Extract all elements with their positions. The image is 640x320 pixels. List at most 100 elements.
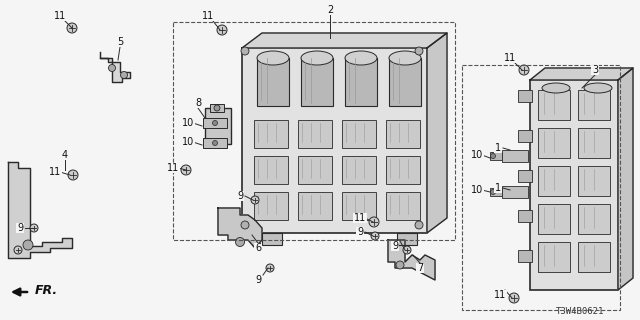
Bar (578, 90, 610, 120)
Bar (298, 120, 332, 148)
Circle shape (68, 170, 78, 180)
Text: 11: 11 (504, 53, 516, 63)
Ellipse shape (542, 83, 570, 93)
Bar (173, 22, 455, 240)
Bar (254, 156, 288, 184)
Bar (298, 156, 332, 184)
Circle shape (509, 293, 519, 303)
Bar (210, 104, 224, 112)
Bar (518, 130, 532, 142)
Polygon shape (8, 162, 72, 258)
Text: 9: 9 (255, 275, 261, 285)
Bar (254, 120, 288, 148)
Circle shape (212, 140, 218, 146)
Bar (518, 210, 532, 222)
Text: 6: 6 (255, 243, 261, 253)
Text: 3: 3 (592, 65, 598, 75)
Bar (538, 128, 570, 158)
Bar (242, 48, 427, 233)
Text: 4: 4 (62, 150, 68, 160)
Bar (462, 65, 620, 310)
Circle shape (415, 221, 423, 229)
Bar (538, 166, 570, 196)
Polygon shape (427, 33, 447, 233)
Circle shape (23, 240, 33, 250)
Bar (345, 58, 377, 106)
Bar (342, 192, 376, 220)
Polygon shape (618, 68, 633, 290)
Bar (530, 80, 618, 290)
Bar (490, 152, 502, 160)
Text: 1: 1 (495, 183, 501, 193)
Bar (205, 108, 231, 144)
Text: 5: 5 (117, 37, 123, 47)
Text: 11: 11 (354, 213, 366, 223)
Polygon shape (242, 33, 447, 48)
Circle shape (251, 196, 259, 204)
Bar (397, 233, 417, 245)
Circle shape (120, 71, 127, 78)
Bar (578, 128, 610, 158)
Circle shape (371, 232, 379, 240)
Bar (502, 150, 528, 162)
Circle shape (490, 154, 495, 158)
Circle shape (415, 47, 423, 55)
Text: 11: 11 (167, 163, 179, 173)
Text: 9: 9 (392, 241, 398, 251)
Text: FR.: FR. (35, 284, 58, 298)
Bar (301, 58, 333, 106)
Circle shape (396, 261, 404, 269)
Bar (518, 250, 532, 262)
Bar (538, 90, 570, 120)
Polygon shape (218, 208, 262, 248)
Circle shape (266, 264, 274, 272)
Polygon shape (100, 52, 130, 82)
Text: 9: 9 (237, 191, 243, 201)
Text: 8: 8 (195, 98, 201, 108)
Circle shape (214, 105, 220, 111)
Text: T3W4B0621: T3W4B0621 (556, 308, 604, 316)
Circle shape (30, 224, 38, 232)
Bar (578, 166, 610, 196)
Circle shape (67, 23, 77, 33)
Ellipse shape (257, 51, 289, 65)
Polygon shape (388, 240, 435, 280)
Bar (342, 120, 376, 148)
Bar (578, 242, 610, 272)
Text: 11: 11 (54, 11, 66, 21)
Bar (538, 204, 570, 234)
Ellipse shape (584, 83, 612, 93)
Text: 10: 10 (471, 150, 483, 160)
Bar (502, 186, 528, 198)
Bar (203, 118, 227, 128)
Bar (389, 58, 421, 106)
Bar (298, 192, 332, 220)
Circle shape (403, 246, 411, 254)
Circle shape (14, 246, 22, 254)
Circle shape (241, 47, 249, 55)
Circle shape (490, 189, 495, 195)
Circle shape (241, 221, 249, 229)
Bar (518, 90, 532, 102)
Bar (386, 120, 420, 148)
Text: 2: 2 (327, 5, 333, 15)
Bar (262, 233, 282, 245)
Bar (518, 170, 532, 182)
Text: 11: 11 (202, 11, 214, 21)
Bar (257, 58, 289, 106)
Text: 1: 1 (495, 143, 501, 153)
Bar (386, 156, 420, 184)
Circle shape (181, 165, 191, 175)
Text: 7: 7 (417, 263, 423, 273)
Text: 10: 10 (471, 185, 483, 195)
Bar (342, 156, 376, 184)
Text: 10: 10 (182, 118, 194, 128)
Circle shape (236, 237, 244, 246)
Text: 10: 10 (182, 137, 194, 147)
Circle shape (212, 121, 218, 125)
Bar (203, 138, 227, 148)
Text: 9: 9 (17, 223, 23, 233)
Text: 11: 11 (494, 290, 506, 300)
Ellipse shape (389, 51, 421, 65)
Ellipse shape (345, 51, 377, 65)
